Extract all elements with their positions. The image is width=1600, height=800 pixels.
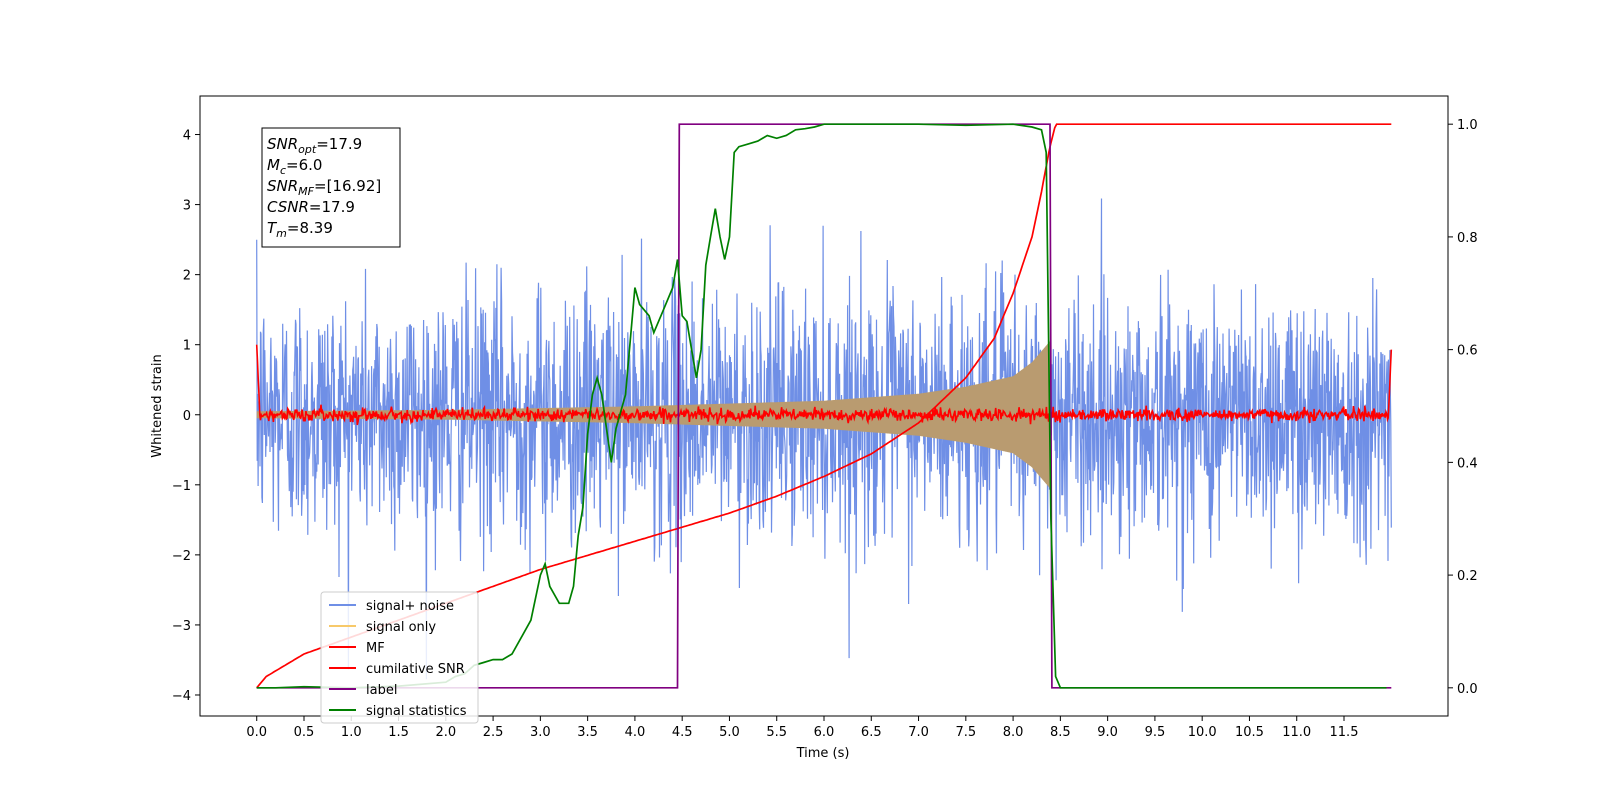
x-tick-label: 5.5 [766, 725, 787, 740]
x-tick-label: 3.5 [577, 725, 598, 740]
stats-line: Mc=6.0 [267, 156, 322, 177]
y-axis-right: 0.0 0.2 0.4 0.6 0.8 1.0 [1448, 118, 1478, 697]
legend-entry: signal statistics [366, 704, 467, 719]
y-axis-label: Whitened strain [150, 354, 165, 457]
series-signal-statistics [256, 123, 1387, 689]
legend: signal+ noise signal only MF cumilative SNR… [320, 591, 479, 724]
y-tick-label: 0 [183, 409, 191, 424]
legend-entry: signal only [366, 620, 436, 635]
legend-entry: label [366, 683, 397, 698]
y-tick-label: −2 [172, 549, 191, 564]
x-tick-label: 2.0 [435, 725, 456, 740]
x-tick-label: 9.0 [1097, 725, 1118, 740]
y-tick-label: −3 [172, 619, 191, 634]
legend-frame [320, 591, 479, 724]
x-tick-label: 0.5 [294, 725, 315, 740]
y-tick-label: −1 [172, 479, 191, 494]
x-tick-label: 6.0 [814, 725, 835, 740]
x-tick-label: 9.5 [1145, 725, 1166, 740]
series-mf [255, 344, 1393, 426]
legend-entry: cumilative SNR [366, 662, 465, 677]
x-tick-label: 5.0 [719, 725, 740, 740]
x-tick-label: 3.0 [530, 725, 551, 740]
y-tick-label: 4 [183, 129, 191, 144]
legend-entry: signal+ noise [366, 599, 454, 614]
x-tick-label: 7.0 [908, 725, 929, 740]
x-tick-label: 8.0 [1003, 725, 1024, 740]
y2-tick-label: 0.0 [1457, 682, 1478, 697]
x-tick-label: 11.0 [1282, 725, 1311, 740]
x-tick-label: 6.5 [861, 725, 882, 740]
series-signal-noise [256, 198, 1392, 680]
stats-line: Tm=8.39 [267, 219, 333, 240]
x-tick-label: 2.5 [483, 725, 504, 740]
stats-line: CSNR=17.9 [267, 198, 355, 216]
stats-line: SNRopt=17.9 [267, 135, 362, 156]
y2-tick-label: 0.6 [1457, 344, 1478, 359]
y-tick-label: 3 [183, 199, 191, 214]
legend-entry: MF [366, 641, 385, 656]
y2-tick-label: 0.8 [1457, 231, 1478, 246]
x-axis: 0.0 0.5 1.0 1.5 2.0 2.5 3.0 3.5 4.0 4.5 5.0 5.5 6.0 6… [246, 716, 1358, 740]
x-tick-label: 7.5 [955, 725, 976, 740]
x-tick-label: 1.0 [341, 725, 362, 740]
y2-tick-label: 0.4 [1457, 456, 1478, 471]
x-tick-label: 11.5 [1330, 725, 1359, 740]
y-tick-label: −4 [172, 689, 191, 704]
x-axis-label: Time (s) [796, 746, 850, 761]
y2-tick-label: 0.2 [1457, 569, 1478, 584]
y2-tick-label: 1.0 [1457, 118, 1478, 133]
y-tick-label: 2 [183, 269, 191, 284]
x-tick-label: 10.0 [1188, 725, 1217, 740]
stats-line: SNRMF=[16.92] [267, 177, 381, 198]
x-tick-label: 4.5 [672, 725, 693, 740]
x-tick-label: 1.5 [388, 725, 409, 740]
stats-box-frame [261, 127, 401, 248]
x-tick-label: 4.0 [625, 725, 646, 740]
x-tick-label: 0.0 [246, 725, 267, 740]
y-axis-left: −4 −3 −2 −1 0 1 2 3 4 [172, 129, 200, 704]
x-tick-label: 8.5 [1050, 725, 1071, 740]
y-tick-label: 1 [183, 339, 191, 354]
x-tick-label: 10.5 [1235, 725, 1264, 740]
